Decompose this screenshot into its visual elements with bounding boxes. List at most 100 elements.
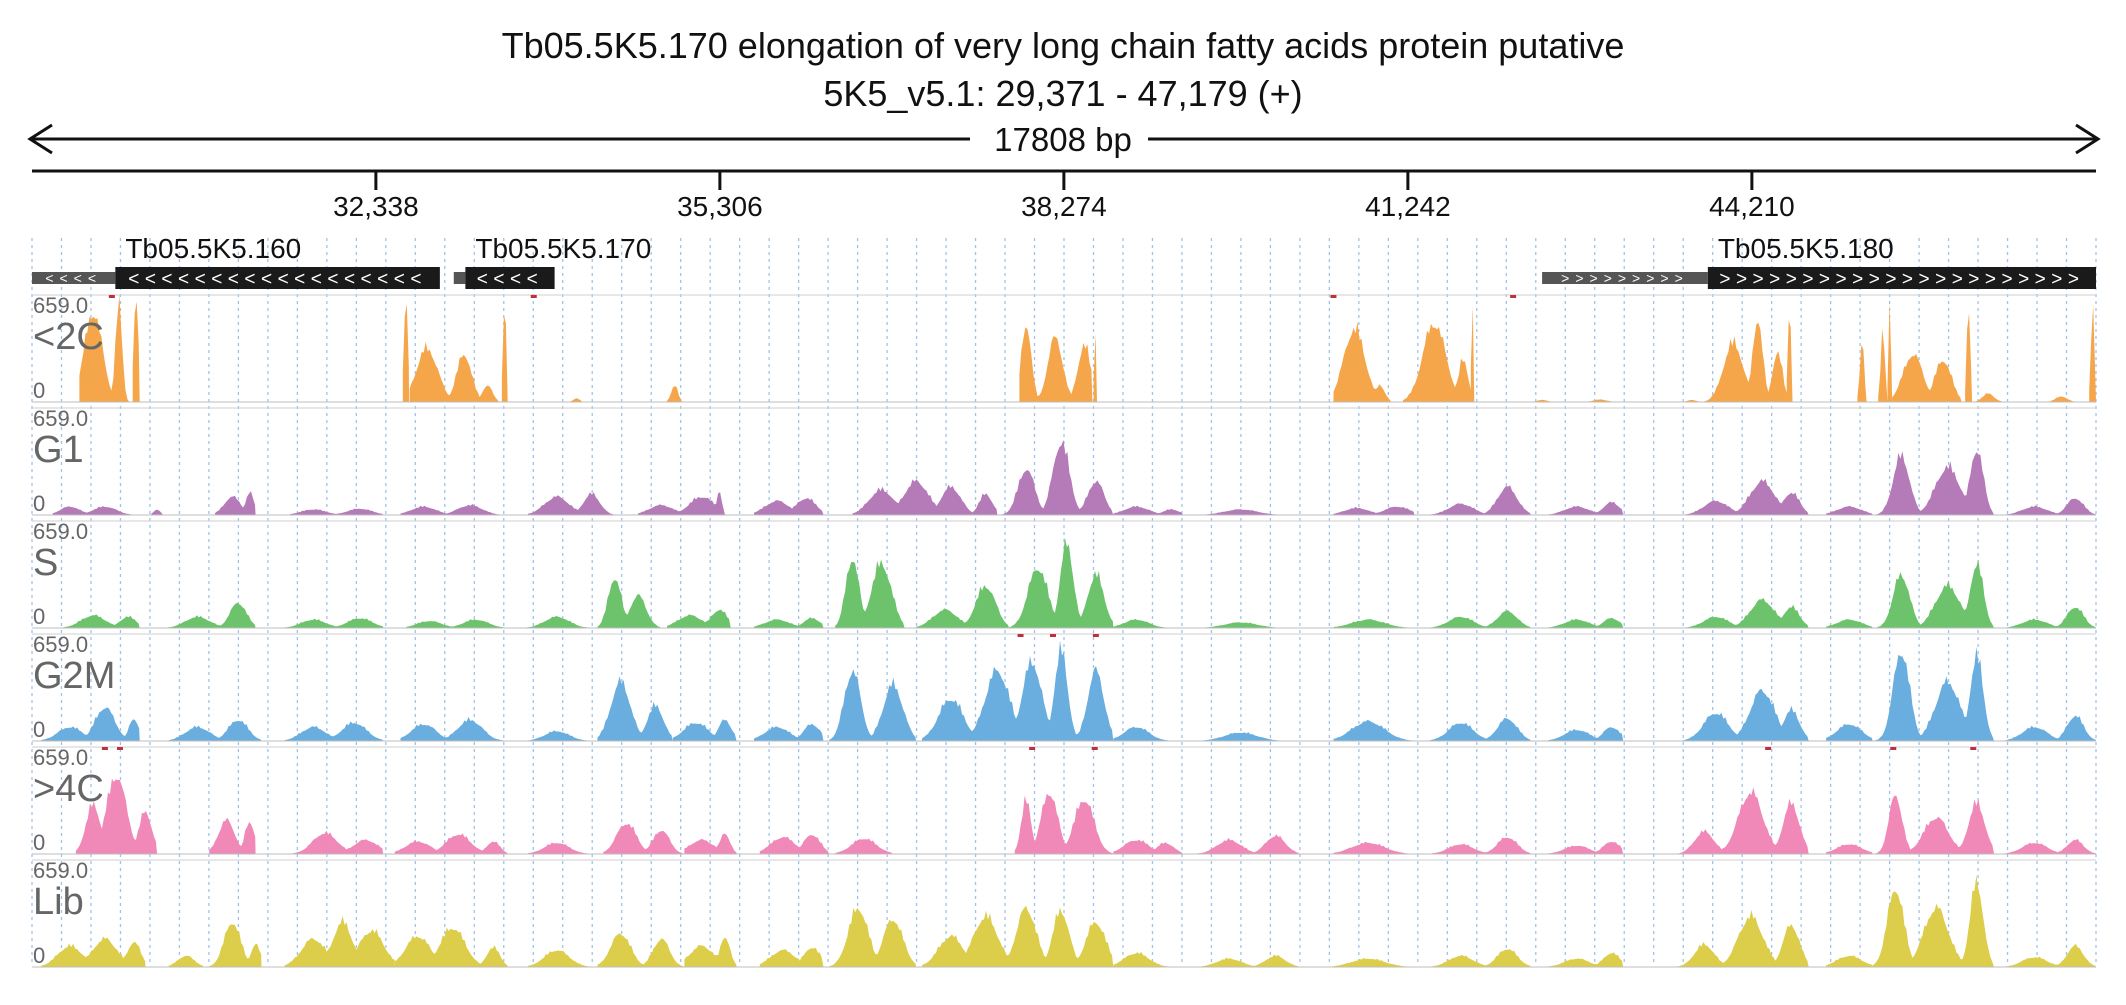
coverage-area (829, 669, 917, 741)
coverage-area (1470, 306, 1475, 402)
gene-feature (1542, 272, 1708, 284)
coverage-area (570, 398, 583, 402)
track-name-label: Lib (33, 881, 84, 923)
coverage-area (759, 947, 824, 967)
coverage-area (1008, 537, 1114, 628)
coverage-area (1530, 399, 1554, 402)
track-min-label: 0 (33, 491, 45, 516)
span-length-label: 17808 bp (994, 121, 1132, 158)
coverage-area (997, 440, 1114, 515)
coverage-area (1194, 732, 1299, 741)
gene-feature (465, 267, 555, 289)
coverage-area (162, 602, 256, 628)
coverage-area (1547, 952, 1624, 967)
track-name-label: G2M (33, 655, 115, 697)
coverage-area (1113, 726, 1183, 741)
coverage-area (1887, 303, 1893, 402)
ruler-tick-label: 41,242 (1365, 191, 1451, 222)
coverage-area (1826, 955, 1873, 967)
coverage-area (1547, 617, 1624, 628)
coverage-area (597, 676, 673, 741)
overflow-marker (1510, 295, 1517, 298)
coverage-area (1675, 909, 1809, 967)
track-min-label: 0 (33, 943, 45, 968)
coverage-track: 659.0 0 <2C (32, 293, 2096, 403)
coverage-area (1014, 793, 1114, 854)
coverage-area (922, 640, 1114, 741)
coverage-area (1113, 618, 1183, 628)
coverage-area (1786, 320, 1793, 402)
overflow-marker (1330, 295, 1337, 298)
coverage-area (402, 304, 410, 402)
coverage-area (597, 933, 685, 967)
coverage-area (1113, 839, 1183, 854)
gene-feature (453, 272, 466, 284)
coverage-area (79, 295, 130, 402)
coverage-area (759, 835, 830, 854)
gene-label: Tb05.5K5.180 (1718, 233, 1894, 264)
coverage-area (1826, 506, 1873, 515)
coverage-area (1826, 724, 1873, 741)
coverage-area (1333, 958, 1415, 967)
coverage-area (278, 618, 384, 628)
coverage-area (667, 609, 731, 628)
coverage-area (835, 838, 893, 854)
coverage-area (290, 508, 384, 515)
coverage-area (672, 719, 737, 741)
coverage-area (2005, 838, 2096, 854)
overflow-marker (1029, 747, 1036, 750)
coverage-area (58, 614, 140, 628)
coverage-area (1872, 559, 1995, 628)
coverage-area (1547, 727, 1624, 741)
coverage-area (754, 498, 824, 515)
overflow-marker (116, 747, 123, 750)
coverage-area (684, 833, 737, 854)
coverage-area (1194, 509, 1288, 515)
track-name-label: <2C (33, 316, 104, 358)
strand-arrows-icon: <<<< (477, 269, 543, 290)
coverage-track: 659.0 0 Lib (32, 858, 2096, 968)
gene-label: Tb05.5K5.160 (125, 233, 301, 264)
ruler-tick-label: 35,306 (677, 191, 763, 222)
coverage-area (1113, 505, 1183, 515)
strand-arrows-icon: <<<< (45, 270, 102, 286)
coverage-area (2046, 396, 2076, 402)
coverage-area (41, 936, 146, 967)
coverage-area (406, 619, 509, 628)
coverage-area (638, 492, 725, 515)
coverage-area (527, 492, 615, 515)
coverage-area (1426, 949, 1531, 967)
track-max-label: 659.0 (33, 406, 88, 431)
gene-label: Tb05.5K5.170 (475, 233, 651, 264)
overflow-marker (108, 295, 115, 298)
coverage-area (400, 717, 509, 741)
ruler-tick-label: 44,210 (1709, 191, 1795, 222)
coverage-area (1857, 344, 1867, 402)
coverage-area (1333, 506, 1415, 515)
coverage-area (829, 907, 917, 967)
coverage-tracks: 659.00<2C659.00G1659.00S659.00G2M659.00>… (32, 293, 2096, 968)
coverage-area (1113, 952, 1183, 967)
span-arrow: 17808 bp (27, 121, 2101, 158)
coverage-area (1675, 787, 1809, 854)
coverage-area (75, 778, 158, 854)
coverage-area (209, 817, 256, 854)
arrow-left-icon (27, 123, 53, 155)
arrow-right-icon (2075, 123, 2101, 155)
coverage-track: 659.0 0 G2M (32, 632, 2096, 742)
coverage-track: 659.0 0 S (32, 519, 2096, 629)
coverage-area (1892, 354, 1962, 402)
coverage-area (603, 823, 685, 854)
coverage-area (1194, 954, 1299, 967)
coverage-area (284, 721, 384, 741)
track-max-label: 659.0 (33, 745, 88, 770)
coverage-area (2005, 608, 2096, 628)
strand-arrows-icon: >>>>>>>>> (1561, 270, 1689, 286)
coverage-area (1093, 334, 1097, 402)
overflow-marker (101, 747, 108, 750)
coverage-area (527, 950, 598, 967)
coverage-area (754, 617, 824, 628)
ruler-tick-label: 32,338 (333, 191, 419, 222)
coverage-area (284, 916, 395, 967)
